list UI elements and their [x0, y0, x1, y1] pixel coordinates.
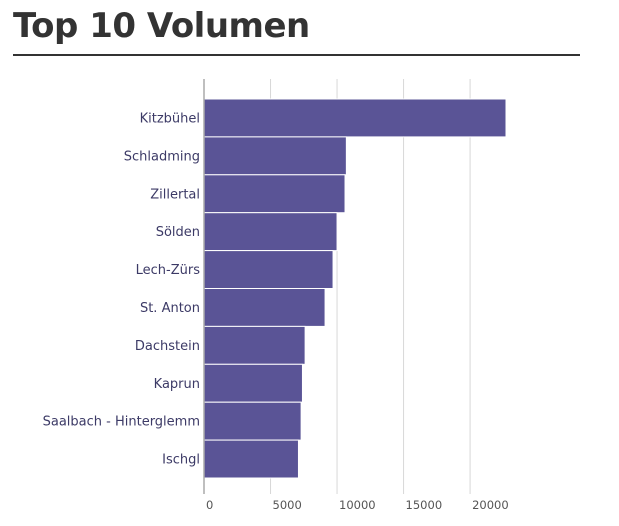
x-axis-ticks: 0 5000 10000 15000 20000 [206, 498, 509, 512]
bar [203, 363, 303, 403]
bar [203, 136, 347, 176]
bar [203, 250, 334, 290]
category-label: Kaprun [154, 377, 200, 392]
bar [203, 288, 326, 327]
x-tick-label: 15000 [406, 498, 443, 512]
category-label: Dachstein [135, 339, 200, 354]
bars [203, 98, 507, 479]
x-tick-label: 5000 [273, 498, 302, 512]
category-label: Ischgl [162, 453, 200, 468]
category-label: Schladming [124, 149, 200, 164]
bar [203, 98, 507, 138]
category-label: St. Anton [140, 301, 200, 316]
bar [203, 174, 346, 214]
category-label: Sölden [156, 225, 200, 240]
category-labels: Kitzbühel Schladming Zillertal Sölden Lech-Z… [43, 111, 201, 467]
category-label: Kitzbühel [140, 111, 200, 126]
bar [203, 212, 338, 252]
bar [203, 325, 306, 365]
x-tick-label: 20000 [472, 498, 509, 512]
category-label: Lech-Zürs [136, 263, 201, 278]
page-title: Top 10 Volumen [13, 6, 310, 46]
x-tick-label: 10000 [339, 498, 376, 512]
bar [203, 439, 299, 479]
title-divider [13, 54, 580, 56]
x-tick-label: 0 [206, 498, 213, 512]
category-label: Saalbach - Hinterglemm [43, 415, 200, 430]
bar [203, 401, 302, 441]
category-label: Zillertal [150, 187, 200, 202]
